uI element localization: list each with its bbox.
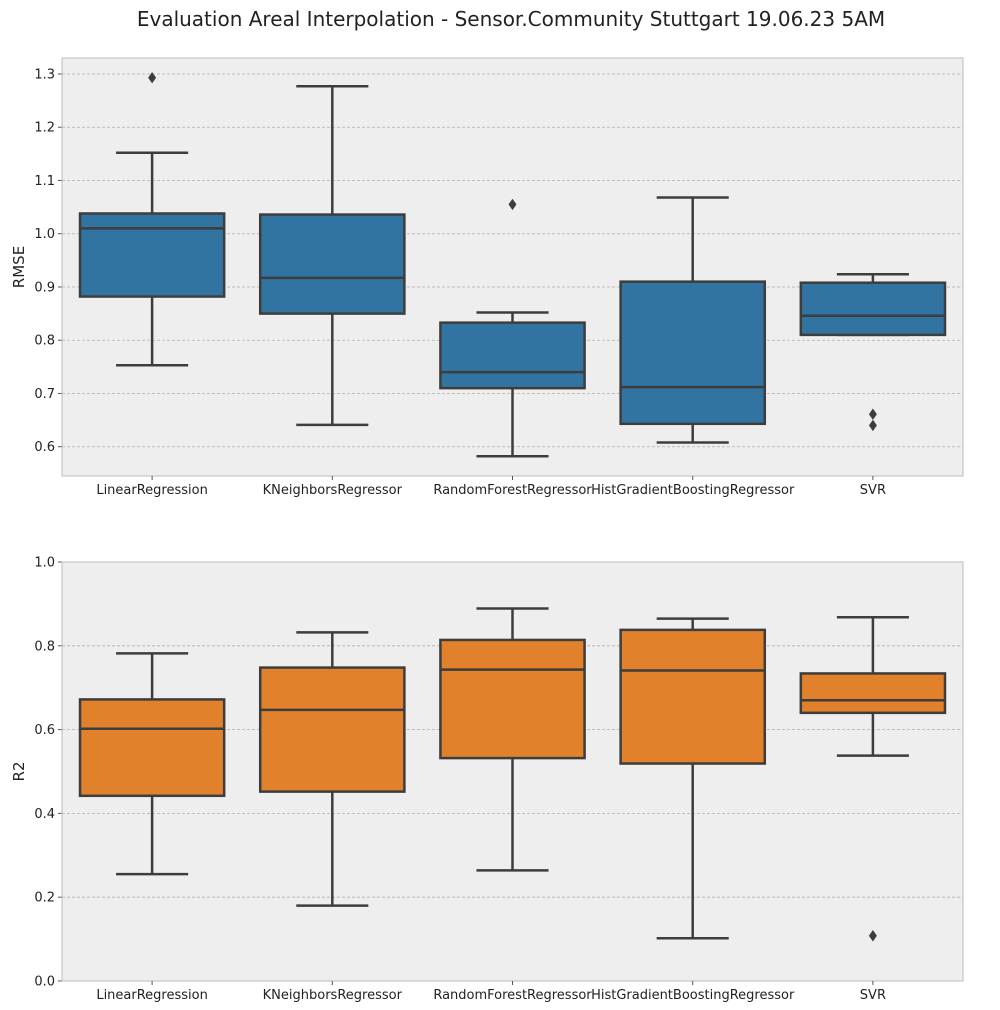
y-tick-label: 0.2 [34,891,55,906]
box-linearregression [78,212,226,298]
r2-panel: 0.0 0.2 0.4 0.6 0.8 1.0 R2 LinearRegression KNei… [10,556,964,1003]
outlier-svr [868,408,877,420]
y-tick-label: 0.6 [34,723,55,738]
x-tick-label-svr: SVR [860,483,886,498]
x-tick-label-linearregression: LinearRegression [96,988,208,1003]
box-kneighborsregressor [258,213,406,315]
y-tick-label: 1.2 [34,121,55,136]
x-tick-label-kneighborsregressor: KNeighborsRegressor [263,483,403,498]
outlier-svr [868,419,877,432]
x-tick-label-linearregression: LinearRegression [96,483,208,498]
box-randomforestregressor [439,321,586,390]
y-tick-label: 0.7 [34,387,55,402]
y-tick-label: 0.6 [34,440,55,455]
box-histgradientboostingregressor [619,628,767,765]
x-tick-label-randomforestregressor: RandomForestRegressor [433,988,592,1003]
outlier-linearregression [148,72,157,84]
y-tick-label: 0.4 [34,807,55,822]
box-svr [799,672,947,715]
y-tick-label: 1.1 [34,174,55,189]
x-tick-label-histgradientboostingregressor: HistGradientBoostingRegressor [591,988,795,1003]
outlier-randomforestregressor [508,198,517,211]
x-tick-label-randomforestregressor: RandomForestRegressor [433,483,592,498]
y-tick-label: 1.0 [34,556,55,571]
rmse-panel: 0.6 0.7 0.8 0.9 1.0 1.1 1.2 1.3 RMSE LinearRegres… [10,57,964,498]
x-tick-label-kneighborsregressor: KNeighborsRegressor [263,988,403,1003]
x-tick-label-svr: SVR [860,988,886,1003]
box-kneighborsregressor [258,666,406,793]
box-histgradientboostingregressor [619,280,767,426]
box-linearregression [78,698,226,798]
y-tick-label: 1.3 [34,67,55,82]
outlier-svr [868,930,877,942]
y-axis-label: R2 [10,762,28,782]
figure-title: Evaluation Areal Interpolation - Sensor.… [137,7,885,31]
y-tick-label: 0.9 [34,280,55,295]
box-randomforestregressor [439,638,586,760]
x-tick-label-histgradientboostingregressor: HistGradientBoostingRegressor [591,483,795,498]
y-axis-label: RMSE [10,246,28,288]
y-tick-label: 0.0 [34,975,55,990]
box-svr [799,281,947,337]
y-tick-label: 0.8 [34,639,55,654]
y-tick-label: 0.8 [34,334,55,349]
y-tick-label: 1.0 [34,227,55,242]
